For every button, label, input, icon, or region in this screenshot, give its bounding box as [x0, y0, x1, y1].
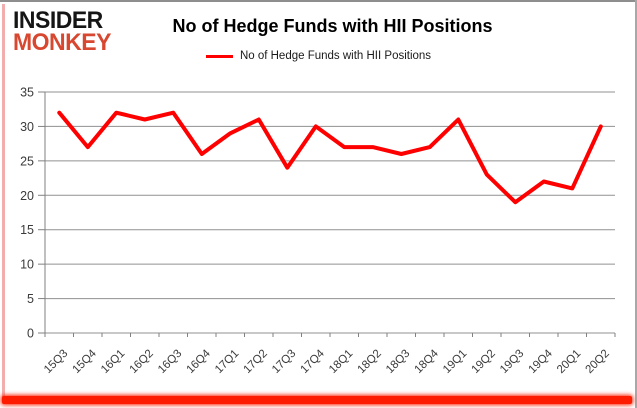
frame-border-right	[635, 0, 637, 408]
y-tick-label: 15	[20, 223, 34, 237]
y-tick-label: 25	[20, 154, 34, 168]
x-tick-label: 17Q3	[270, 348, 298, 376]
y-tick-label: 30	[20, 120, 34, 134]
x-tick-label: 16Q3	[156, 348, 184, 376]
frame-border-left	[2, 4, 5, 402]
x-tick-label: 19Q4	[526, 347, 555, 376]
legend: No of Hedge Funds with HII Positions	[0, 50, 637, 62]
x-tick-label: 20Q2	[583, 348, 611, 376]
x-tick-label: 15Q3	[42, 348, 70, 376]
legend-label: No of Hedge Funds with HII Positions	[239, 50, 432, 62]
x-tick-label: 18Q3	[384, 348, 412, 376]
legend-line-swatch	[205, 54, 233, 58]
x-tick-label: 16Q4	[184, 347, 213, 376]
x-tick-label: 15Q4	[70, 347, 99, 376]
insider-monkey-logo: INSIDER MONKEY	[13, 5, 111, 56]
frame-border-bottom	[2, 396, 632, 404]
logo-line-insider: INSIDER	[13, 5, 103, 34]
y-tick-label: 0	[27, 327, 34, 341]
series-line	[57, 110, 603, 205]
y-tick-label: 35	[20, 86, 34, 100]
x-tick-label: 17Q2	[241, 348, 269, 376]
y-tick-label: 10	[20, 258, 34, 272]
x-tick-label: 18Q2	[355, 348, 383, 376]
x-tick-label: 17Q1	[213, 348, 241, 376]
x-tick-label: 18Q1	[327, 348, 355, 376]
y-tick-label: 5	[27, 292, 34, 306]
y-tick-label: 20	[20, 189, 34, 203]
x-tick-label: 19Q2	[469, 348, 497, 376]
x-tick-label: 16Q1	[99, 348, 127, 376]
x-tick-label: 19Q3	[498, 348, 526, 376]
x-tick-label: 17Q4	[298, 347, 327, 376]
frame-border-top	[0, 0, 637, 2]
x-tick-label: 19Q1	[441, 348, 469, 376]
x-tick-label: 18Q4	[412, 347, 441, 376]
chart-header: No of Hedge Funds with HII Positions No …	[0, 0, 637, 62]
x-tick-label: 16Q2	[127, 348, 155, 376]
x-tick-label: 20Q1	[555, 348, 583, 376]
chart-title: No of Hedge Funds with HII Positions	[172, 16, 493, 36]
logo-line-monkey: MONKEY	[13, 28, 111, 56]
